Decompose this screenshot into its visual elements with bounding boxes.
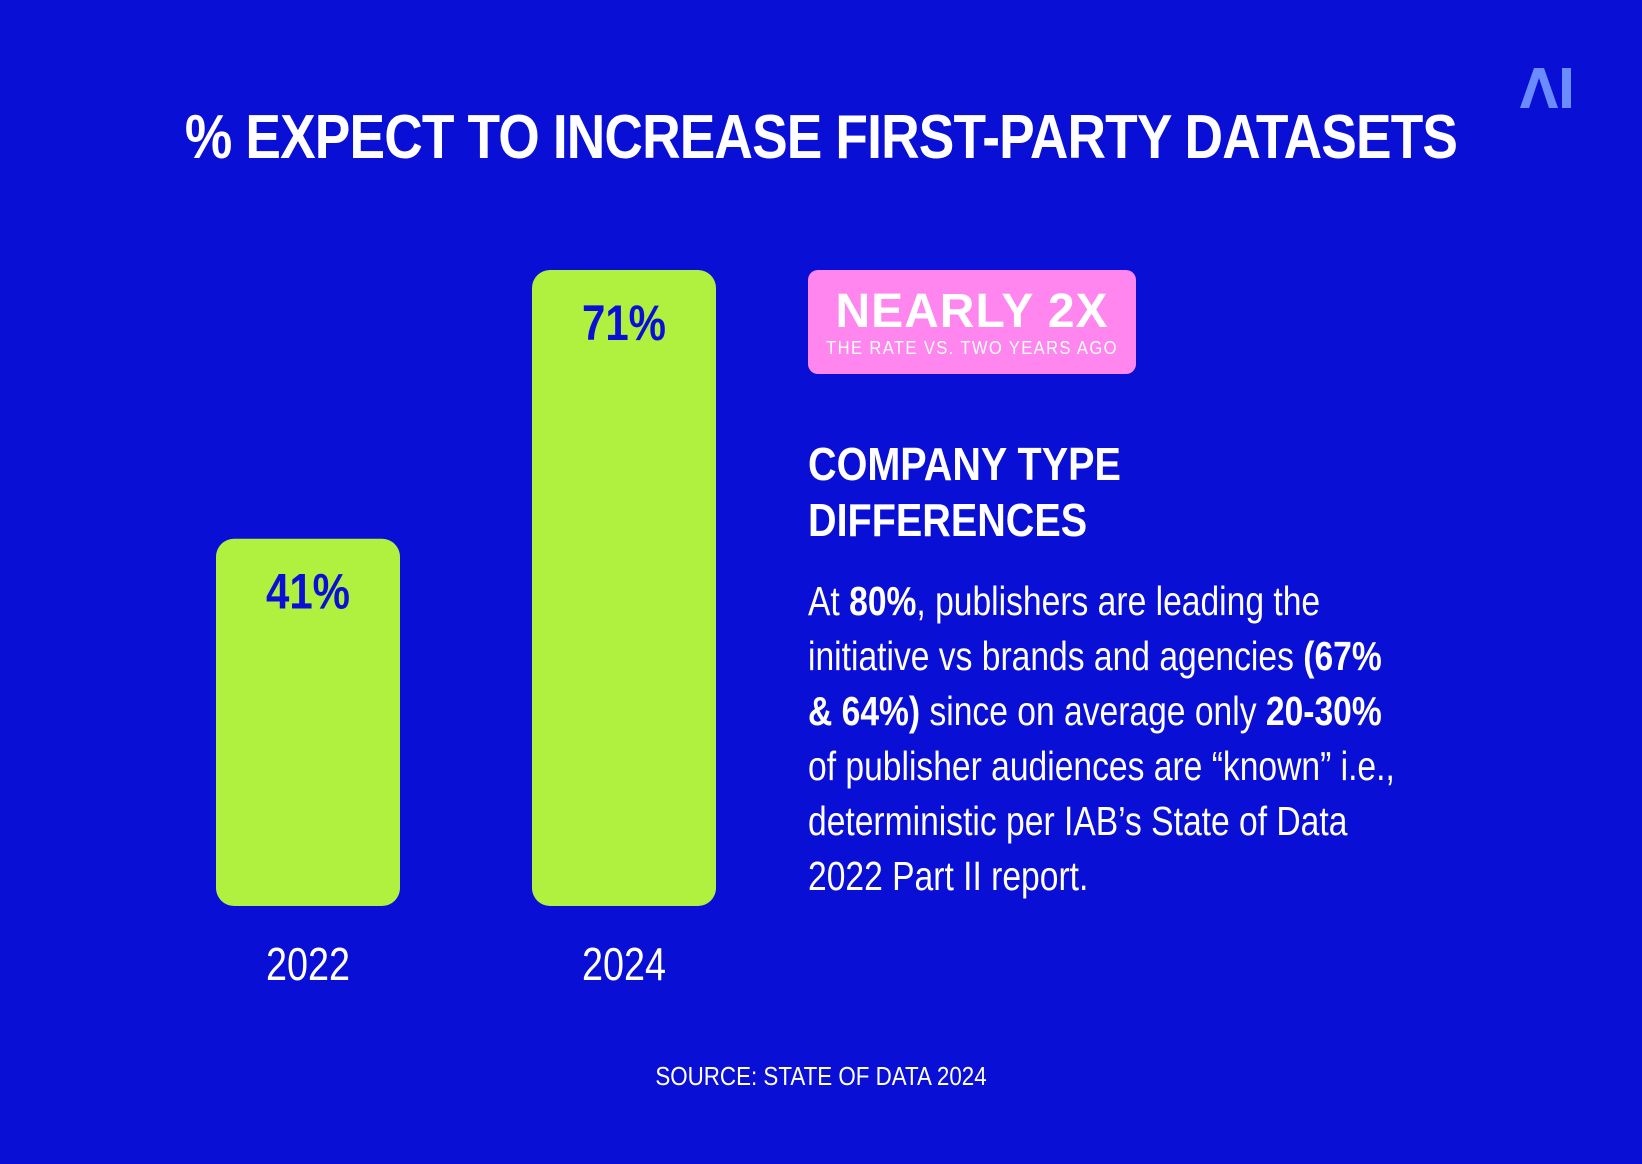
body-text-2: , publishers are leading the initiative … [808, 578, 1321, 679]
subhead-line-1: COMPANY TYPE [808, 438, 1121, 490]
subhead-line-2: DIFFERENCES [808, 494, 1088, 546]
source-note: SOURCE: STATE OF DATA 2024 [655, 1061, 987, 1091]
body-text-3: since on average only [920, 688, 1266, 734]
body-bold-3: 20-30% [1265, 688, 1382, 734]
company-type-heading: COMPANY TYPE DIFFERENCES [808, 436, 1290, 548]
nearly-2x-badge: NEARLY 2X THE RATE VS. TWO YEARS AGO [808, 270, 1136, 374]
page-title: % EXPECT TO INCREASE FIRST-PARTY DATASET… [184, 103, 1458, 172]
body-paragraph: At 80%, publishers are leading the initi… [808, 574, 1407, 904]
category-label-2024: 2024 [582, 938, 666, 990]
body-text-4: of publisher audiences are “known” i.e.,… [808, 743, 1395, 899]
body-bold-1: 80% [849, 578, 917, 624]
bar-2022 [216, 538, 400, 906]
bar-value-label-2022: 41% [266, 564, 350, 620]
ai-logo-icon [1518, 66, 1574, 110]
body-bold-2: (67% & 64%) [808, 633, 1382, 734]
badge-main-text: NEARLY 2X [835, 285, 1109, 338]
category-label-2022: 2022 [266, 938, 350, 990]
badge-sub-text: THE RATE VS. TWO YEARS AGO [826, 338, 1118, 358]
body-text-1: At [808, 578, 850, 624]
bar-2024 [532, 270, 716, 906]
bar-value-label-2024: 71% [582, 295, 666, 351]
